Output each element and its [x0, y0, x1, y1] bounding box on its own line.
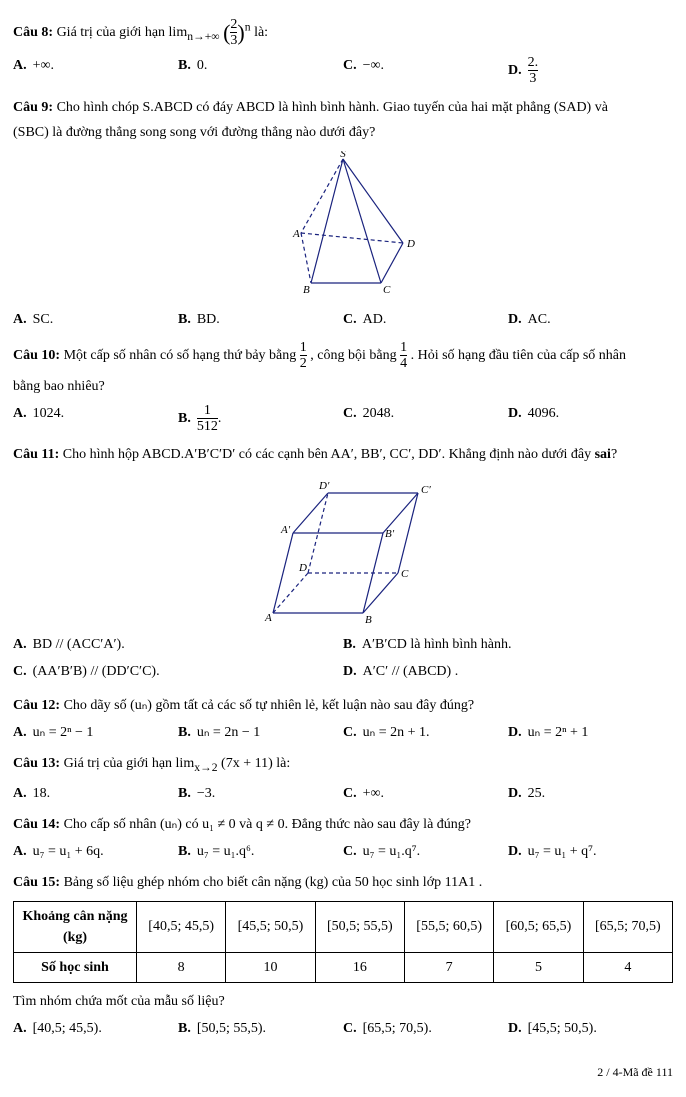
q15-ans-c: C.[65,5; 70,5).: [343, 1018, 508, 1039]
q10-ans-a: A.1024.: [13, 403, 178, 435]
svg-text:C: C: [401, 568, 409, 580]
svg-text:A: A: [292, 228, 300, 240]
q8-answers: A.+∞. B.0. C.−∞. D.2.3: [13, 55, 673, 87]
svg-text:D: D: [298, 562, 307, 574]
pyramid-diagram: S A B C D: [253, 151, 433, 301]
q12-ans-a: A.uₙ = 2ⁿ − 1: [13, 722, 178, 743]
q15-answers: A.[40,5; 45,5). B.[50,5; 55,5). C.[65,5;…: [13, 1018, 673, 1039]
q11-label: Câu 11:: [13, 447, 59, 462]
svg-text:A′: A′: [280, 524, 291, 536]
svg-text:S: S: [340, 151, 346, 160]
question-11: Câu 11: Cho hình hộp ABCD.A′B′C′D′ có cá…: [13, 444, 673, 465]
q15-header2: Số học sinh: [14, 952, 137, 982]
question-10: Câu 10: Một cấp số nhân có số hạng thứ b…: [13, 340, 673, 372]
q9-ans-a: A.SC.: [13, 309, 178, 330]
question-14: Câu 14: Cho cấp số nhân (uₙ) có u₁ ≠ 0 v…: [13, 814, 673, 835]
q13-answers: A.18. B.−3. C.+∞. D.25.: [13, 783, 673, 804]
svg-text:A: A: [264, 612, 272, 623]
q8-ans-a: A.+∞.: [13, 55, 178, 87]
q15-table: Khoảng cân nặng (kg) [40,5; 45,5) [45,5;…: [13, 901, 673, 983]
q14-ans-a: A.u₇ = u₁ + 6q.: [13, 841, 178, 862]
q15-ans-d: D.[45,5; 50,5).: [508, 1018, 673, 1039]
q9-label: Câu 9:: [13, 100, 53, 115]
svg-text:C′: C′: [421, 484, 431, 496]
q9-line1: Cho hình chóp S.ABCD có đáy ABCD là hình…: [57, 100, 608, 115]
question-9: Câu 9: Cho hình chóp S.ABCD có đáy ABCD …: [13, 97, 673, 118]
question-12: Câu 12: Cho dãy số (uₙ) gồm tất cả các s…: [13, 695, 673, 716]
q8-paren-open: (: [223, 20, 230, 45]
q8-ans-b: B.0.: [178, 55, 343, 87]
q11-answers: A.BD // (ACC′A′). B.A′B′CD là hình bình …: [13, 631, 673, 685]
q8-limit-sub: n→+∞: [187, 30, 219, 43]
q8-limit: lim: [169, 25, 188, 40]
q13-ans-a: A.18.: [13, 783, 178, 804]
cube-diagram: A B C D A′ B′ C′ D′: [243, 473, 443, 623]
q9-line2: (SBC) là đường thẳng song song với đường…: [13, 122, 673, 143]
q14-ans-b: B.u₇ = u₁.q⁶.: [178, 841, 343, 862]
q15-header1: Khoảng cân nặng (kg): [14, 901, 137, 952]
q8-ans-c: C.−∞.: [343, 55, 508, 87]
q11-ans-a: A.BD // (ACC′A′).: [13, 634, 343, 655]
q13-ans-d: D.25.: [508, 783, 673, 804]
svg-text:B: B: [303, 284, 310, 296]
q15-ans-a: A.[40,5; 45,5).: [13, 1018, 178, 1039]
q9-ans-b: B.BD.: [178, 309, 343, 330]
q10-label: Câu 10:: [13, 348, 60, 363]
q15-ans-b: B.[50,5; 55,5).: [178, 1018, 343, 1039]
q13-ans-b: B.−3.: [178, 783, 343, 804]
svg-text:B′: B′: [385, 528, 395, 540]
q13-ans-c: C.+∞.: [343, 783, 508, 804]
q10-ans-d: D.4096.: [508, 403, 673, 435]
svg-text:D′: D′: [318, 480, 330, 492]
svg-text:B: B: [365, 614, 372, 623]
q9-ans-d: D.AC.: [508, 309, 673, 330]
q8-text1: Giá trị của giới hạn: [57, 25, 169, 40]
question-13: Câu 13: Giá trị của giới hạn limx→2 (7x …: [13, 753, 673, 776]
q12-ans-d: D.uₙ = 2ⁿ + 1: [508, 722, 673, 743]
question-15: Câu 15: Bảng số liệu ghép nhóm cho biết …: [13, 872, 673, 893]
q14-ans-c: C.u₇ = u₁.q⁷.: [343, 841, 508, 862]
svg-text:C: C: [383, 284, 391, 296]
q10-answers: A.1024. B.1512. C.2048. D.4096.: [13, 403, 673, 435]
q12-answers: A.uₙ = 2ⁿ − 1 B.uₙ = 2n − 1 C.uₙ = 2n + …: [13, 722, 673, 743]
q8-exp: n: [245, 20, 251, 33]
q8-text2: là:: [254, 25, 268, 40]
q8-ans-d: D.2.3: [508, 55, 673, 87]
q8-label: Câu 8:: [13, 25, 53, 40]
q10-ans-c: C.2048.: [343, 403, 508, 435]
q11-ans-b: B.A′B′CD là hình bình hành.: [343, 634, 673, 655]
q9-answers: A.SC. B.BD. C.AD. D.AC.: [13, 309, 673, 330]
q11-ans-d: D.A′C′ // (ABCD) .: [343, 661, 673, 682]
q10-ans-b: B.1512.: [178, 403, 343, 435]
q11-ans-c: C.(AA′B′B) // (DD′C′C).: [13, 661, 343, 682]
page-footer: 2 / 4-Mã đề 111: [13, 1063, 673, 1081]
q12-ans-c: C.uₙ = 2n + 1.: [343, 722, 508, 743]
q14-answers: A.u₇ = u₁ + 6q. B.u₇ = u₁.q⁶. C.u₇ = u₁.…: [13, 841, 673, 862]
q9-ans-c: C.AD.: [343, 309, 508, 330]
svg-text:D: D: [406, 238, 415, 250]
q8-paren-close: ): [237, 20, 244, 45]
q12-ans-b: B.uₙ = 2n − 1: [178, 722, 343, 743]
q14-ans-d: D.u₇ = u₁ + q⁷.: [508, 841, 673, 862]
q15-after: Tìm nhóm chứa mốt của mẫu số liệu?: [13, 991, 673, 1012]
question-8: Câu 8: Giá trị của giới hạn limn→+∞ (23)…: [13, 16, 673, 49]
